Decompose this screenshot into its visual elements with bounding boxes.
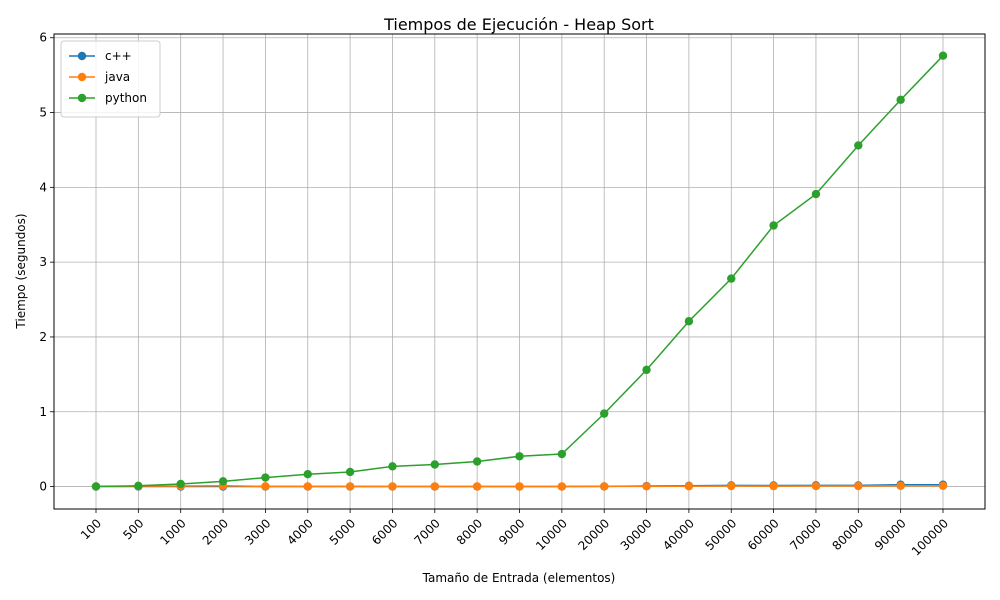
data-point <box>557 482 567 491</box>
data-point <box>176 479 185 489</box>
data-point <box>811 481 821 491</box>
data-point <box>811 189 821 199</box>
x-tick-label: 1000 <box>157 516 188 547</box>
x-axis-ticks: 100 500 1000 2000 3000 4000 5000 6000 7000 8000 90… <box>78 509 951 559</box>
legend-label: java <box>104 70 130 84</box>
data-point <box>684 317 694 326</box>
x-tick-label: 20000 <box>575 516 612 553</box>
data-point <box>261 482 270 491</box>
y-tick-label: 1 <box>39 405 47 419</box>
y-axis-label: Tiempo (segundos) <box>14 213 28 329</box>
series-java <box>91 481 948 491</box>
data-point <box>938 51 948 60</box>
data-point <box>557 449 567 459</box>
data-point <box>345 467 355 477</box>
x-tick-label: 4000 <box>284 516 315 547</box>
data-point <box>854 141 863 150</box>
data-point <box>430 460 439 469</box>
x-tick-label: 8000 <box>454 516 485 547</box>
x-tick-label: 100 <box>78 516 104 542</box>
x-tick-label: 5000 <box>327 516 358 547</box>
x-tick-label: 60000 <box>745 516 782 553</box>
legend-item: python <box>69 91 147 105</box>
x-tick-label: 6000 <box>369 516 400 547</box>
legend-label: python <box>105 91 147 105</box>
data-point <box>515 452 524 461</box>
y-tick-label: 5 <box>39 106 47 120</box>
x-tick-label: 80000 <box>830 516 867 553</box>
x-tick-label: 2000 <box>200 516 231 547</box>
data-point <box>472 457 482 466</box>
x-tick-label: 7000 <box>411 516 442 547</box>
data-point <box>430 482 439 491</box>
data-point <box>218 477 228 486</box>
data-point <box>642 482 651 491</box>
y-tick-label: 2 <box>39 330 47 344</box>
data-point <box>134 481 143 491</box>
chart-title: Tiempos de Ejecución - Heap Sort <box>383 15 654 34</box>
x-tick-label: 3000 <box>242 516 273 547</box>
x-tick-label: 30000 <box>618 516 655 553</box>
y-axis-ticks: 0 1 2 3 4 5 6 <box>39 31 54 494</box>
data-point <box>303 470 312 479</box>
data-point <box>896 95 905 105</box>
data-point <box>938 481 948 491</box>
data-point <box>472 482 482 491</box>
data-point <box>896 481 905 491</box>
x-tick-label: 10000 <box>533 516 570 553</box>
x-tick-label: 50000 <box>702 516 739 553</box>
series-layer <box>91 51 948 491</box>
data-point <box>727 481 736 491</box>
grid <box>54 34 985 509</box>
x-tick-label: 40000 <box>660 516 697 553</box>
legend-marker <box>77 51 87 61</box>
data-point <box>91 482 101 491</box>
legend-label: c++ <box>105 49 132 63</box>
x-tick-label: 100000 <box>909 516 951 558</box>
x-tick-label: 70000 <box>787 516 824 553</box>
x-tick-label: 9000 <box>496 516 527 547</box>
data-point <box>642 365 651 375</box>
y-tick-label: 3 <box>39 255 47 269</box>
data-point <box>345 482 355 491</box>
data-point <box>727 274 736 283</box>
x-tick-label: 90000 <box>872 516 909 553</box>
data-point <box>600 482 609 491</box>
legend-item: java <box>69 70 130 84</box>
data-point <box>261 473 270 482</box>
y-tick-label: 6 <box>39 31 47 45</box>
data-point <box>303 482 312 491</box>
legend-item: c++ <box>69 49 132 63</box>
x-axis-label: Tamaño de Entrada (elementos) <box>422 571 616 585</box>
legend-marker <box>77 93 87 103</box>
data-point <box>600 409 609 418</box>
legend-marker <box>77 72 87 82</box>
data-point <box>388 462 397 471</box>
data-point <box>769 221 778 230</box>
series-python <box>91 51 948 491</box>
x-tick-label: 500 <box>120 516 146 542</box>
data-point <box>684 482 694 491</box>
data-point <box>515 482 524 491</box>
data-point <box>854 481 863 491</box>
legend: c++ java python <box>60 40 161 118</box>
data-point <box>769 481 778 491</box>
y-tick-label: 4 <box>39 180 47 194</box>
y-tick-label: 0 <box>39 480 47 494</box>
data-point <box>388 482 397 491</box>
